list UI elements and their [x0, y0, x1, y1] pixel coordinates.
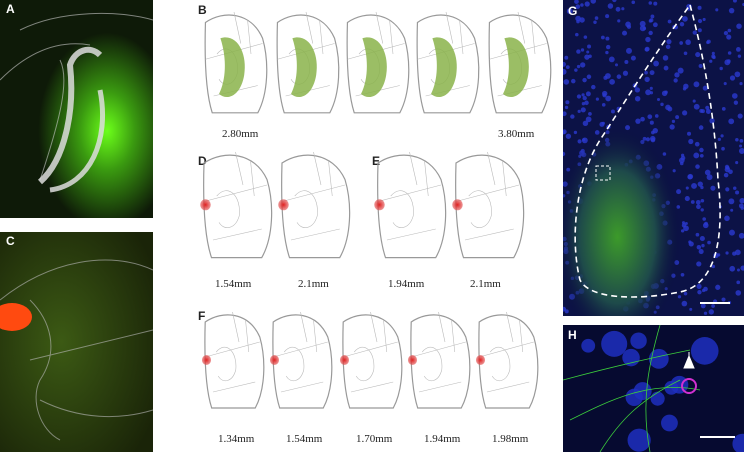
section-depth: 1.94mm [424, 433, 461, 445]
nucleus [732, 433, 744, 452]
injection-site [374, 199, 385, 211]
panel-label: G [568, 4, 577, 18]
hippocampus [37, 46, 103, 185]
panel-label: C [6, 234, 15, 248]
brain-section [407, 312, 470, 408]
injection-site [269, 355, 280, 365]
injection-site [452, 199, 463, 211]
nucleus [627, 428, 651, 452]
section-outline [204, 155, 272, 257]
section-outline [282, 155, 350, 257]
labeled-cell [681, 378, 697, 394]
section-region [205, 312, 260, 392]
section-outline [205, 15, 267, 113]
injection-site [200, 199, 211, 211]
labeled-area [291, 37, 317, 98]
labeled-area [503, 37, 529, 98]
brain-section [200, 152, 271, 258]
section-region [273, 312, 328, 392]
section-depth: 2.1mm [470, 278, 501, 290]
section-region [411, 312, 466, 392]
panel-label: A [6, 2, 15, 16]
panel-label: E [372, 154, 380, 168]
brain-section [374, 152, 445, 258]
nucleus [690, 337, 719, 365]
section-depth: 1.54mm [215, 278, 252, 290]
brain-section [278, 152, 349, 258]
section-depth: 1.54mm [286, 433, 323, 445]
fibers [563, 325, 701, 452]
nucleus [601, 330, 628, 357]
nucleus [648, 348, 669, 369]
section-depth: 1.98mm [492, 433, 529, 445]
section-depth: 2.80mm [222, 128, 259, 140]
section-region [282, 152, 345, 240]
section-outline [456, 155, 524, 257]
section-region [343, 312, 398, 392]
injection-site [0, 303, 32, 331]
panel-label: H [568, 328, 577, 342]
section-region [204, 152, 267, 240]
injection-site [278, 199, 289, 211]
region-outline [574, 3, 721, 298]
labeled-area [361, 37, 387, 98]
arrowhead [683, 352, 695, 369]
panel-a-image [0, 0, 153, 218]
panel-label: B [198, 3, 207, 17]
brain-section [201, 312, 264, 408]
section-outline [277, 15, 339, 113]
panel-label: F [198, 309, 205, 323]
brain-section [452, 152, 523, 258]
section-outline [378, 155, 446, 257]
section-outline [205, 315, 264, 408]
section-outline [347, 15, 409, 113]
injection-site [475, 355, 486, 365]
nucleus [630, 332, 647, 349]
section-outline [273, 315, 332, 408]
nucleus [650, 391, 665, 406]
brain-section [417, 12, 479, 113]
brain-section [489, 12, 551, 113]
brain-section [205, 12, 267, 113]
injection-site [407, 355, 418, 365]
panel-a-atlas [0, 12, 154, 181]
section-depth: 1.94mm [388, 278, 425, 290]
section-outline [489, 15, 551, 113]
gfp-region [563, 0, 744, 316]
brain-section [339, 312, 402, 408]
nucleus [661, 414, 678, 432]
labeled-area [219, 37, 245, 98]
inset-box [595, 165, 611, 181]
section-outline [411, 315, 470, 408]
brain-section [277, 12, 339, 113]
panel-c-atlas [0, 259, 154, 441]
section-region [479, 312, 534, 392]
brain-section [475, 312, 538, 408]
atlas-sections [200, 12, 551, 408]
brain-section [347, 12, 409, 113]
panel-c-image [0, 232, 153, 452]
section-depth: 2.1mm [298, 278, 329, 290]
panel-label: D [198, 154, 207, 168]
section-region [456, 152, 519, 240]
section-depth: 1.70mm [356, 433, 393, 445]
nucleus [581, 338, 596, 353]
nuclei [581, 330, 744, 452]
section-outline [479, 315, 538, 408]
section-outline [343, 315, 402, 408]
nucleus [622, 348, 640, 367]
labeled-area [431, 37, 457, 98]
brain-section [269, 312, 332, 408]
injection-site [339, 355, 350, 365]
section-depth: 1.34mm [218, 433, 255, 445]
hippocampus [49, 89, 106, 193]
section-depth: 3.80mm [498, 128, 535, 140]
injection-site [201, 355, 212, 365]
section-outline [417, 15, 479, 113]
section-region [378, 152, 441, 240]
